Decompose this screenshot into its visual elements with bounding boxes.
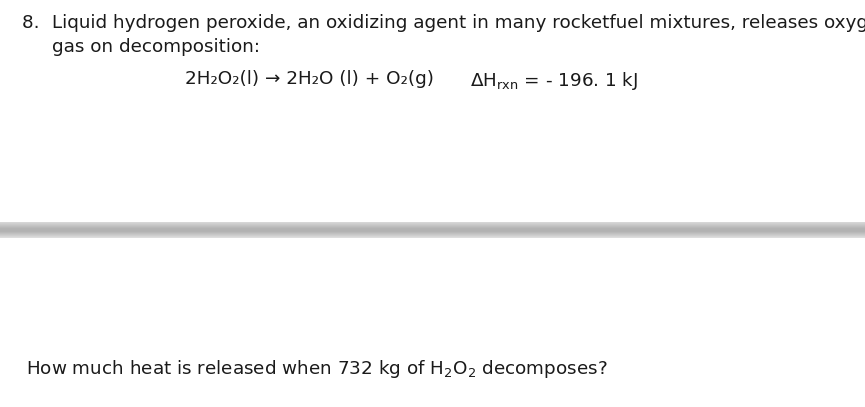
Text: 8.: 8.: [22, 14, 51, 32]
Text: 2H₂O₂(l) → 2H₂O (l) + O₂(g): 2H₂O₂(l) → 2H₂O (l) + O₂(g): [185, 70, 434, 88]
Text: $\mathregular{\Delta H_{rxn}}$ = - 196. 1 kJ: $\mathregular{\Delta H_{rxn}}$ = - 196. …: [470, 70, 638, 92]
Text: Liquid hydrogen peroxide, an oxidizing agent in many rocketfuel mixtures, releas: Liquid hydrogen peroxide, an oxidizing a…: [52, 14, 865, 32]
Text: How much heat is released when 732 kg of $\mathregular{H_2O_2}$ decomposes?: How much heat is released when 732 kg of…: [26, 358, 608, 380]
Text: gas on decomposition:: gas on decomposition:: [52, 38, 260, 56]
